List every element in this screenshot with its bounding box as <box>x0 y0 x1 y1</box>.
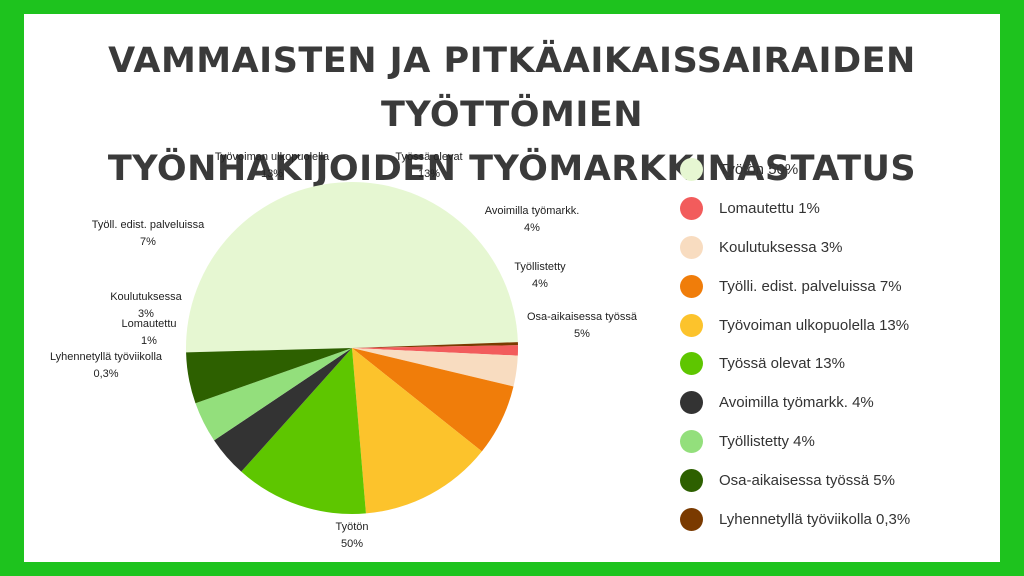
legend-label: Työtön 50% <box>719 160 799 178</box>
slice-label: Työtön <box>335 521 368 533</box>
chart-panel: Vammaisten ja pitkäaikaissairaiden tyött… <box>24 14 1000 562</box>
legend-item: Lomautettu 1% <box>680 189 980 228</box>
slice-label: Työvoiman ulkopuolella <box>215 151 330 163</box>
legend-swatch <box>680 391 703 415</box>
legend-item: Osa-aikaisessa työssä 5% <box>680 461 980 500</box>
legend-label: Työlli. edist. palveluissa 7% <box>719 277 902 295</box>
legend-item: Työlli. edist. palveluissa 7% <box>680 267 980 306</box>
legend-label: Lomautettu 1% <box>719 199 820 217</box>
legend-swatch <box>680 507 703 531</box>
slice-value-label: 13% <box>261 168 283 180</box>
chart-title-line-2: työnhakijoiden työmarkkinastatus <box>107 149 917 189</box>
slice-value-label: 50% <box>341 538 363 550</box>
legend-label: Koulutuksessa 3% <box>719 238 843 256</box>
legend-label: Lyhennetyllä työviikolla 0,3% <box>719 510 911 528</box>
legend-item: Avoimilla työmarkk. 4% <box>680 383 980 422</box>
legend-label: Työssä olevat 13% <box>719 355 845 373</box>
legend-swatch <box>680 157 703 181</box>
pie-slice <box>195 348 352 441</box>
slice-label: Lyhennetyllä työviikolla <box>50 351 163 363</box>
legend-label: Avoimilla työmarkk. 4% <box>719 394 874 412</box>
slice-value-label: 4% <box>524 222 540 234</box>
legend-item: Työllistetty 4% <box>680 422 980 461</box>
slice-value-label: 3% <box>138 308 154 320</box>
legend-swatch <box>680 196 703 220</box>
legend-item: Lyhennetyllä työviikolla 0,3% <box>680 500 980 539</box>
slice-value-label: 13% <box>418 168 440 180</box>
chart-title-line-1: Vammaisten ja pitkäaikaissairaiden tyött… <box>108 41 916 135</box>
pie-slice <box>352 342 518 348</box>
slice-value-label: 0,3% <box>93 368 118 380</box>
pie-slice <box>352 348 514 452</box>
legend-swatch <box>680 235 703 259</box>
slice-label: Työll. edist. palveluissa <box>92 219 205 231</box>
pie-slice <box>352 348 518 387</box>
legend-label: Työllistetty 4% <box>719 433 815 451</box>
chart-title: Vammaisten ja pitkäaikaissairaiden tyött… <box>24 34 1000 196</box>
slice-label: Koulutuksessa <box>110 291 182 303</box>
legend-label: Osa-aikaisessa työssä 5% <box>719 472 895 490</box>
legend-item: Työtön 50% <box>680 150 980 189</box>
pie-slice <box>186 182 518 353</box>
chart-legend: Työtön 50% Lomautettu 1% Koulutuksessa 3% T… <box>680 150 980 539</box>
legend-label: Työvoiman ulkopuolella 13% <box>719 316 910 334</box>
slice-label: Lomautettu <box>121 318 176 330</box>
slice-value-label: 7% <box>140 236 156 248</box>
legend-swatch <box>680 313 703 337</box>
slice-label: Osa-aikaisessa työssä <box>527 311 638 323</box>
pie-chart: Työtön 50% Lyhennetyllä työviikolla 0,3% Lom… <box>50 151 638 550</box>
pie-slice <box>241 348 366 514</box>
legend-item: Koulutuksessa 3% <box>680 228 980 267</box>
pie-slice <box>352 348 482 514</box>
legend-swatch <box>680 352 703 376</box>
slice-value-label: 1% <box>141 335 157 347</box>
pie-slice <box>186 348 352 404</box>
legend-swatch <box>680 274 703 298</box>
legend-swatch <box>680 469 703 493</box>
slice-label: Työssä olevat <box>395 151 462 163</box>
pie-slice <box>214 348 352 472</box>
legend-swatch <box>680 430 703 454</box>
slice-value-label: 4% <box>532 278 548 290</box>
legend-item: Työvoiman ulkopuolella 13% <box>680 306 980 345</box>
pie-slice <box>352 345 518 356</box>
legend-item: Työssä olevat 13% <box>680 344 980 383</box>
slice-label: Työllistetty <box>514 261 566 273</box>
slice-label: Avoimilla työmarkk. <box>485 205 580 217</box>
slice-value-label: 5% <box>574 328 590 340</box>
